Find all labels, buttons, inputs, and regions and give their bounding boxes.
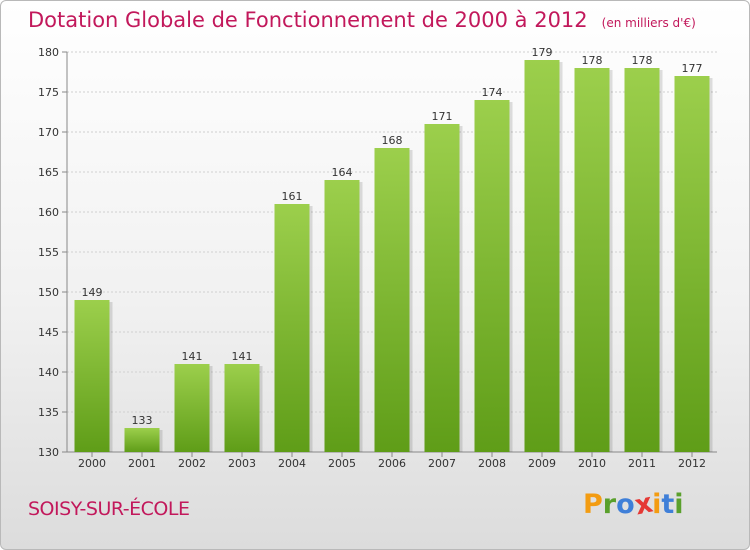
bar <box>174 364 210 452</box>
x-tick-label: 2007 <box>428 457 456 470</box>
y-tick-label: 155 <box>38 246 59 259</box>
x-tick-label: 2000 <box>78 457 106 470</box>
bar <box>674 76 710 452</box>
data-label: 168 <box>382 134 403 147</box>
bar <box>474 100 510 452</box>
y-tick-label: 135 <box>38 406 59 419</box>
y-tick-label: 175 <box>38 86 59 99</box>
x-tick-label: 2002 <box>178 457 206 470</box>
bar <box>274 204 310 452</box>
x-tick-label: 2012 <box>678 457 706 470</box>
x-tick-label: 2001 <box>128 457 156 470</box>
data-label: 161 <box>282 190 303 203</box>
data-label: 178 <box>632 54 653 67</box>
x-tick-label: 2003 <box>228 457 256 470</box>
bar <box>524 60 560 452</box>
data-label: 164 <box>332 166 353 179</box>
y-tick-label: 150 <box>38 286 59 299</box>
x-tick-label: 2010 <box>578 457 606 470</box>
data-label: 179 <box>532 46 553 59</box>
logo-letter: r <box>602 489 617 520</box>
data-label: 149 <box>82 286 103 299</box>
bar <box>424 124 460 452</box>
chart-title-text: Dotation Globale de Fonctionnement de 20… <box>28 8 588 32</box>
bars <box>74 60 713 452</box>
y-tick-label: 145 <box>38 326 59 339</box>
x-tick-label: 2008 <box>478 457 506 470</box>
chart-subtitle: (en milliers d'€) <box>601 16 696 30</box>
logo-letter: o <box>616 489 635 520</box>
data-label: 141 <box>182 350 203 363</box>
data-label: 177 <box>682 62 703 75</box>
logo-letter: P <box>583 489 603 520</box>
logo-letter: i <box>652 489 662 520</box>
bar <box>574 68 610 452</box>
bar <box>324 180 360 452</box>
data-label: 133 <box>132 414 153 427</box>
x-tick-label: 2009 <box>528 457 556 470</box>
y-tick-label: 160 <box>38 206 59 219</box>
bar <box>124 428 160 452</box>
data-label: 141 <box>232 350 253 363</box>
x-tick-label: 2011 <box>628 457 656 470</box>
bar <box>374 148 410 452</box>
bar <box>624 68 660 452</box>
logo-letter: i <box>674 489 684 520</box>
y-tick-label: 180 <box>38 46 59 59</box>
y-tick-label: 170 <box>38 126 59 139</box>
x-tick-label: 2004 <box>278 457 306 470</box>
y-tick-label: 165 <box>38 166 59 179</box>
logo-letter: t <box>661 489 675 520</box>
data-label: 174 <box>482 86 503 99</box>
data-labels: 149 133 141 141 161 164 168 171 174 179 178 178 177 <box>82 46 703 427</box>
chart-title: Dotation Globale de Fonctionnement de 20… <box>28 8 696 32</box>
proxiti-logo: Proxiti <box>583 488 684 522</box>
x-tick-label: 2005 <box>328 457 356 470</box>
data-label: 178 <box>582 54 603 67</box>
bar <box>224 364 260 452</box>
bar <box>74 300 110 452</box>
y-tick-label: 130 <box>38 446 59 459</box>
x-tick-label: 2006 <box>378 457 406 470</box>
data-label: 171 <box>432 110 453 123</box>
y-tick-label: 140 <box>38 366 59 379</box>
commune-name: SOISY-SUR-ÉCOLE <box>28 498 190 520</box>
